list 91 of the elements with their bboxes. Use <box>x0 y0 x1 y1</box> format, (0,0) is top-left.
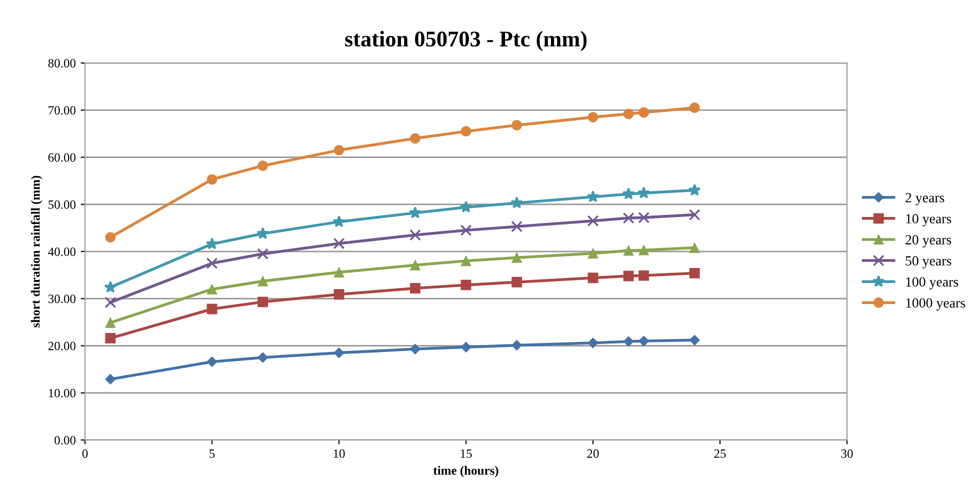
point <box>688 208 700 221</box>
point <box>638 244 650 256</box>
x-tick-label: 30 <box>841 449 853 458</box>
point <box>638 107 650 118</box>
point <box>586 190 600 202</box>
point <box>206 238 218 250</box>
point <box>588 272 598 284</box>
legend-label: 20 years <box>906 235 952 248</box>
point <box>334 348 344 358</box>
x-tick-label: 15 <box>460 449 472 458</box>
point <box>622 212 634 224</box>
y-tick-label: 80.00 <box>48 59 76 68</box>
point <box>460 200 472 213</box>
point <box>258 160 268 171</box>
point <box>623 336 634 347</box>
point <box>689 268 700 278</box>
point <box>334 267 344 278</box>
point <box>334 144 344 156</box>
point <box>258 296 268 308</box>
x-tick-label: 25 <box>714 449 726 458</box>
point <box>460 256 472 266</box>
point <box>409 229 421 241</box>
point <box>258 352 268 363</box>
point <box>410 283 420 294</box>
y-tick-label: 40.00 <box>48 248 76 256</box>
point <box>104 296 116 308</box>
point <box>409 206 422 218</box>
y-tick-label: 20.00 <box>48 342 76 350</box>
point <box>334 289 344 300</box>
legend-label: 100 years <box>906 277 958 290</box>
point <box>332 215 346 228</box>
point <box>333 238 345 250</box>
point <box>512 252 522 263</box>
point <box>638 270 650 281</box>
point <box>206 284 218 294</box>
point <box>623 108 634 120</box>
point <box>460 342 472 352</box>
point <box>206 304 218 314</box>
point <box>638 336 650 346</box>
x-tick-label: 20 <box>587 449 599 458</box>
point <box>512 276 522 288</box>
x-axis-title: time (hours) <box>433 466 498 478</box>
point <box>460 126 472 137</box>
point <box>512 340 522 351</box>
point <box>623 245 634 256</box>
point <box>460 224 472 236</box>
point <box>206 356 218 368</box>
legend-label: 10 years <box>906 214 952 226</box>
point <box>689 242 700 253</box>
point <box>105 232 116 243</box>
point <box>258 276 268 286</box>
point <box>104 280 117 293</box>
legend-label: 2 years <box>906 193 944 206</box>
y-tick-label: 70.00 <box>48 106 76 115</box>
legend-label: 1000 years <box>906 298 966 310</box>
point <box>460 280 472 290</box>
legend-label: 50 years <box>906 256 952 268</box>
y-tick-label: 30.00 <box>48 294 76 304</box>
point <box>588 248 598 259</box>
point <box>105 317 116 328</box>
x-tick-label: 10 <box>334 449 345 458</box>
point <box>689 334 700 346</box>
point <box>512 120 522 130</box>
point <box>105 374 116 384</box>
point <box>638 186 650 198</box>
point <box>689 102 700 113</box>
x-tick-label: 0 <box>82 449 88 458</box>
point <box>256 227 269 239</box>
point <box>410 344 420 354</box>
point <box>588 112 598 122</box>
point <box>688 184 701 196</box>
point <box>206 258 218 270</box>
point <box>206 174 218 185</box>
y-tick-label: 60.00 <box>48 153 76 162</box>
point <box>410 260 420 270</box>
point <box>622 188 635 200</box>
point <box>511 220 523 232</box>
point <box>257 248 269 260</box>
y-tick-label: 10.00 <box>48 388 76 398</box>
point <box>105 333 116 344</box>
point <box>410 133 420 144</box>
point <box>638 212 650 224</box>
x-tick-label: 5 <box>210 450 215 458</box>
point <box>623 270 634 282</box>
point <box>510 196 523 208</box>
y-axis-title: short duration rainfall (mm) <box>30 176 42 328</box>
point <box>588 338 598 348</box>
point <box>587 215 599 227</box>
y-tick-label: 50.00 <box>48 200 76 209</box>
y-tick-label: 0.00 <box>54 436 76 445</box>
chart-title: station 050703 - Ptc (mm) <box>345 30 587 52</box>
